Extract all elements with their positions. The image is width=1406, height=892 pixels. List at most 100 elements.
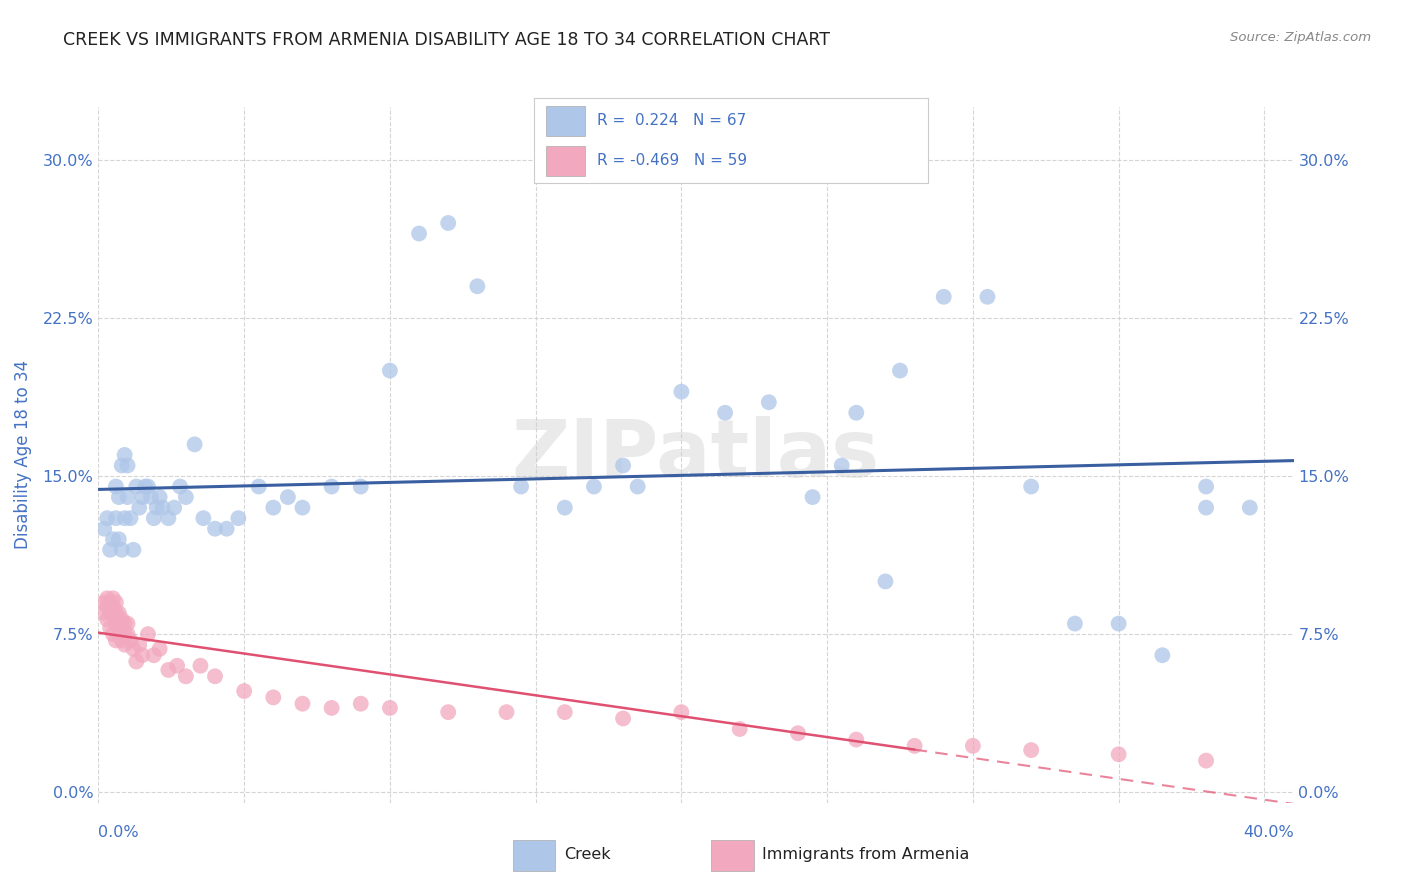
Point	[93, 522, 115, 536]
Point	[104, 616, 127, 631]
Point	[262, 500, 284, 515]
Point	[714, 406, 737, 420]
Point	[111, 621, 134, 635]
Point	[114, 616, 136, 631]
Point	[120, 511, 142, 525]
Point	[96, 511, 118, 525]
Point	[93, 606, 115, 620]
FancyBboxPatch shape	[546, 145, 585, 176]
Point	[787, 726, 810, 740]
Point	[903, 739, 925, 753]
Point	[408, 227, 430, 241]
FancyBboxPatch shape	[711, 839, 754, 871]
Point	[163, 500, 186, 515]
Point	[152, 500, 174, 515]
Point	[976, 290, 998, 304]
Point	[142, 511, 165, 525]
Text: Immigrants from Armenia: Immigrants from Armenia	[762, 847, 969, 862]
Point	[321, 479, 343, 493]
Point	[104, 606, 127, 620]
Point	[101, 533, 124, 547]
Point	[728, 722, 751, 736]
Point	[554, 500, 576, 515]
Point	[101, 606, 124, 620]
Point	[108, 627, 131, 641]
Point	[108, 490, 131, 504]
Point	[128, 638, 150, 652]
Point	[108, 616, 131, 631]
Text: 40.0%: 40.0%	[1243, 825, 1294, 840]
Point	[1108, 616, 1130, 631]
Point	[321, 701, 343, 715]
Point	[108, 533, 131, 547]
Point	[104, 633, 127, 648]
Point	[111, 633, 134, 648]
Point	[136, 479, 159, 493]
Point	[157, 663, 180, 677]
Point	[98, 595, 121, 609]
Point	[932, 290, 955, 304]
Point	[1064, 616, 1087, 631]
Point	[134, 479, 156, 493]
FancyBboxPatch shape	[513, 839, 555, 871]
Text: CREEK VS IMMIGRANTS FROM ARMENIA DISABILITY AGE 18 TO 34 CORRELATION CHART: CREEK VS IMMIGRANTS FROM ARMENIA DISABIL…	[63, 31, 831, 49]
Point	[247, 479, 270, 493]
Point	[612, 711, 634, 725]
Point	[291, 500, 314, 515]
Point	[233, 684, 256, 698]
Text: ZIPatlas: ZIPatlas	[512, 416, 880, 494]
Point	[98, 606, 121, 620]
Point	[671, 384, 693, 399]
Point	[510, 479, 533, 493]
Point	[131, 490, 153, 504]
Point	[215, 522, 238, 536]
Point	[193, 511, 215, 525]
Point	[1195, 500, 1218, 515]
Point	[378, 701, 401, 715]
Point	[582, 479, 605, 493]
Point	[157, 511, 180, 525]
Point	[1019, 743, 1042, 757]
FancyBboxPatch shape	[546, 106, 585, 136]
Point	[190, 658, 212, 673]
Point	[831, 458, 853, 473]
Point	[169, 479, 191, 493]
Point	[136, 627, 159, 641]
Point	[495, 705, 517, 719]
Point	[114, 511, 136, 525]
Text: Source: ZipAtlas.com: Source: ZipAtlas.com	[1230, 31, 1371, 45]
Point	[554, 705, 576, 719]
Point	[845, 732, 868, 747]
Point	[350, 697, 373, 711]
Point	[96, 599, 118, 614]
Point	[117, 458, 139, 473]
Text: R = -0.469   N = 59: R = -0.469 N = 59	[598, 153, 748, 169]
Point	[139, 490, 162, 504]
Point	[627, 479, 650, 493]
Point	[93, 595, 115, 609]
Point	[204, 522, 226, 536]
Point	[962, 739, 984, 753]
Point	[114, 448, 136, 462]
Text: 0.0%: 0.0%	[98, 825, 139, 840]
Point	[1239, 500, 1261, 515]
Point	[801, 490, 824, 504]
Point	[467, 279, 489, 293]
Point	[117, 627, 139, 641]
Point	[291, 697, 314, 711]
Point	[262, 690, 284, 705]
Point	[128, 500, 150, 515]
Point	[125, 655, 148, 669]
Point	[204, 669, 226, 683]
Point	[101, 591, 124, 606]
Point	[1195, 754, 1218, 768]
Point	[183, 437, 205, 451]
Point	[104, 479, 127, 493]
Point	[142, 648, 165, 663]
Text: R =  0.224   N = 67: R = 0.224 N = 67	[598, 113, 747, 128]
Point	[98, 542, 121, 557]
Point	[120, 633, 142, 648]
Point	[437, 705, 460, 719]
Point	[758, 395, 780, 409]
Point	[889, 363, 911, 377]
